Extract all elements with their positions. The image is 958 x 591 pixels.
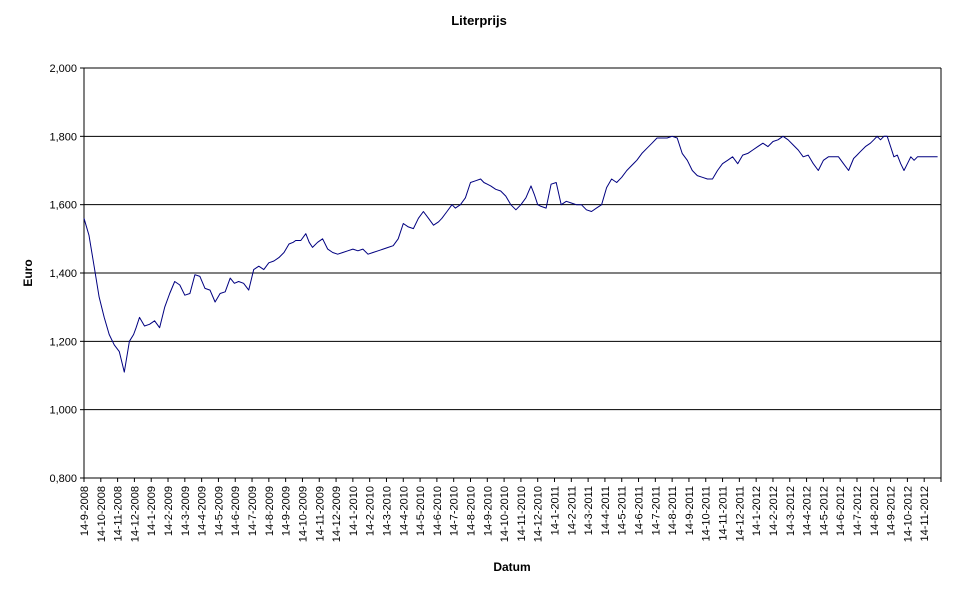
y-tick-label: 1,800 — [49, 131, 77, 143]
x-tick-label: 14-7-2010 — [449, 486, 461, 536]
series-line — [83, 135, 938, 373]
gridlines — [84, 67, 941, 479]
x-tick-label: 14-7-2011 — [650, 486, 662, 535]
series-layer — [83, 135, 938, 373]
x-tick-label: 14-10-2012 — [902, 486, 914, 542]
x-tick-label: 14-9-2010 — [482, 486, 494, 536]
x-tick-label: 14-4-2010 — [398, 486, 410, 536]
x-tick-label: 14-9-2011 — [684, 486, 696, 535]
x-tick-label: 14-2-2010 — [365, 486, 377, 536]
x-tick-label: 14-2-2009 — [163, 486, 175, 536]
x-tick-label: 14-5-2011 — [617, 486, 629, 535]
x-tick-label: 14-12-2009 — [331, 486, 343, 542]
x-tick-label: 14-4-2009 — [197, 486, 209, 536]
x-tick-label: 14-9-2009 — [281, 486, 293, 536]
x-tick-label: 14-8-2009 — [264, 486, 276, 536]
x-tick-label: 14-6-2011 — [634, 486, 646, 535]
x-tick-label: 14-2-2012 — [768, 486, 780, 536]
x-tick-label: 14-3-2010 — [381, 486, 393, 536]
chart-title: Literprijs — [451, 13, 507, 28]
x-tick-label: 14-12-2008 — [129, 486, 141, 542]
y-axis-label: Euro — [21, 259, 35, 286]
x-tick-label: 14-3-2011 — [583, 486, 595, 535]
x-tick-label: 14-3-2012 — [785, 486, 797, 536]
x-tick-label: 14-6-2009 — [230, 486, 242, 536]
x-tick-label: 14-6-2010 — [432, 486, 444, 536]
x-tick-label: 14-2-2011 — [566, 486, 578, 535]
x-tick-label: 14-11-2010 — [516, 486, 528, 541]
y-tick-label: 1,600 — [49, 200, 77, 212]
x-tick-label: 14-4-2011 — [600, 486, 612, 535]
x-tick-label: 14-1-2010 — [348, 486, 360, 536]
x-tick-label: 14-11-2012 — [919, 486, 931, 541]
y-tick-label: 0,800 — [49, 473, 77, 485]
x-tick-label: 14-7-2012 — [852, 486, 864, 536]
x-tick-label: 14-11-2008 — [113, 486, 125, 541]
x-tick-label: 14-4-2012 — [802, 486, 814, 536]
x-tick-label: 14-5-2009 — [213, 486, 225, 536]
x-tick-label: 14-12-2010 — [533, 486, 545, 542]
x-axis-label: Datum — [493, 560, 530, 574]
x-tick-label: 14-11-2009 — [314, 486, 326, 541]
x-tick-label: 14-3-2009 — [180, 486, 192, 536]
x-tick-label: 14-1-2011 — [550, 486, 562, 535]
x-tick-label: 14-8-2011 — [667, 486, 679, 535]
x-tick-label: 14-10-2010 — [499, 486, 511, 542]
x-tick-label: 14-1-2012 — [751, 486, 763, 536]
x-tick-label: 14-8-2010 — [465, 486, 477, 536]
x-tick-label: 14-5-2012 — [818, 486, 830, 536]
x-tick-label: 14-9-2008 — [79, 486, 91, 536]
x-tick-label: 14-10-2009 — [297, 486, 309, 542]
y-tick-label: 1,400 — [49, 268, 77, 280]
x-tick-label: 14-10-2011 — [701, 486, 713, 541]
x-tick-label: 14-12-2011 — [734, 486, 746, 541]
y-tick-label: 2,000 — [49, 63, 77, 75]
x-tick-label: 14-8-2012 — [869, 486, 881, 536]
x-tick-label: 14-1-2009 — [146, 486, 158, 536]
y-tick-label: 1,000 — [49, 405, 77, 417]
x-tick-label: 14-6-2012 — [835, 486, 847, 536]
y-axis-ticks: 0,800 1,000 1,200 1,400 1,600 1,800 2,000 — [49, 63, 84, 485]
y-tick-label: 1,200 — [49, 336, 77, 348]
x-tick-label: 14-7-2009 — [247, 486, 259, 536]
x-tick-label: 14-10-2008 — [96, 486, 108, 542]
x-axis-ticks: 14-9-2008 14-10-2008 14-11-2008 14-12-2008 1… — [79, 478, 942, 542]
x-tick-label: 14-5-2010 — [415, 486, 427, 536]
x-tick-label: 14-11-2011 — [718, 486, 730, 541]
x-tick-label: 14-9-2012 — [886, 486, 898, 536]
